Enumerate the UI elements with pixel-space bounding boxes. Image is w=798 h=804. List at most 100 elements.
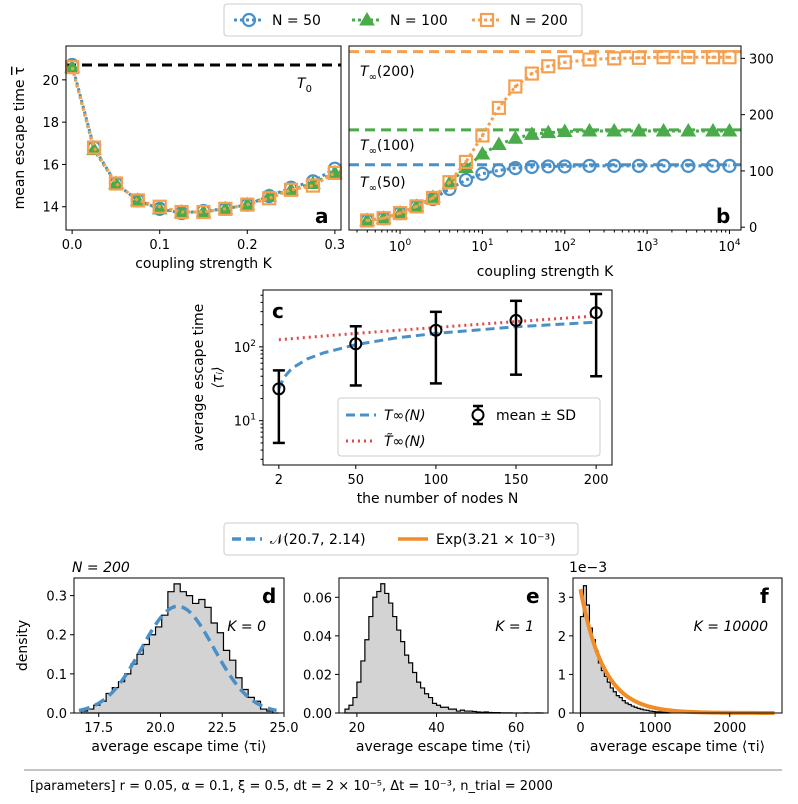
x-axis-label: average escape time ⟨τi⟩ — [91, 739, 266, 755]
data-point — [507, 130, 524, 144]
x-tick-label: 150 — [504, 473, 529, 488]
mean-point — [272, 382, 286, 396]
data-point-center — [563, 60, 567, 64]
plot-frame — [572, 577, 783, 714]
data-point-center — [637, 56, 641, 60]
y-tick-label: 0 — [558, 707, 566, 722]
x-axis-label: average escape time ⟨τi⟩ — [356, 739, 531, 755]
x-tick-label: 40 — [428, 721, 445, 736]
data-point — [491, 100, 506, 115]
parameter-annotation: K = 10000 — [694, 619, 768, 635]
data-point — [475, 128, 490, 143]
y-tick-label: 0.02 — [303, 668, 332, 683]
data-point — [655, 122, 672, 137]
data-point — [607, 158, 622, 173]
parameter-annotation: K = 0 — [227, 619, 266, 635]
data-point — [218, 201, 233, 216]
data-point — [409, 199, 424, 214]
legend-label: N = 100 — [390, 13, 448, 29]
data-point — [130, 193, 145, 208]
data-point — [240, 197, 255, 212]
normal-fit-curve — [78, 604, 277, 713]
data-point — [524, 66, 539, 81]
data-point — [541, 59, 556, 74]
data-point-center — [382, 216, 386, 220]
panel-a: T0 0.0 0.1 0.2 0.3 14 16 18 20 coupling strength … — [12, 45, 346, 272]
data-point — [508, 161, 523, 176]
data-point — [582, 52, 597, 67]
y-tick-label: 0.04 — [303, 630, 332, 645]
legend-label: 𝒩(20.7, 2.14) — [270, 532, 366, 548]
data-point — [556, 123, 573, 138]
x-tick-label: 0 — [576, 721, 584, 736]
y-tick-label: 0 — [749, 221, 757, 236]
panel-letter: b — [716, 204, 730, 228]
x-tick-label: 0.3 — [325, 238, 346, 253]
data-point — [681, 50, 696, 65]
data-point — [631, 122, 647, 137]
legend-marker-square — [479, 12, 495, 28]
data-point — [581, 122, 598, 137]
x-tick-label: 17.5 — [84, 721, 113, 736]
panel-title: N = 200 — [72, 560, 130, 576]
legend-marker-circle — [241, 12, 257, 28]
mean-point — [349, 337, 363, 351]
x-tick-label: 2 — [275, 473, 283, 488]
reference-label: T∞(100) — [360, 138, 415, 157]
parameters-footer: [parameters] r = 0.05, α = 0.1, ξ = 0.5,… — [30, 779, 553, 794]
histogram-bars — [579, 585, 671, 714]
panel-e: 20 40 60 0.00 0.02 0.04 0.06 average escape tim… — [303, 577, 549, 755]
y-tick-label: 0.06 — [303, 591, 332, 606]
data-point — [360, 213, 375, 228]
data-point — [86, 140, 102, 155]
data-point — [656, 50, 671, 65]
y-tick-label: 0.1 — [46, 668, 67, 683]
x-tick-label: 103 — [636, 238, 658, 255]
y-tick-label: 200 — [749, 109, 774, 124]
panel-letter: c — [272, 299, 284, 323]
data-point — [582, 158, 597, 173]
data-point — [458, 172, 474, 188]
legend-marker — [471, 408, 485, 422]
panel-c-legend: T∞(N) T̃∞(N) mean ± SD — [337, 397, 601, 457]
x-tick-label: 104 — [718, 238, 741, 255]
mean-point — [589, 306, 603, 320]
x-tick-label: 0.1 — [149, 238, 170, 253]
panel-d: 17.5 20.0 22.5 25.0 0.0 0.1 0.2 0.3 average esca… — [15, 560, 298, 755]
x-tick-label: 1000 — [639, 721, 672, 736]
data-point — [705, 50, 721, 65]
data-point — [174, 204, 189, 220]
curve-t-inf — [277, 320, 597, 390]
plot-frame — [262, 289, 613, 466]
x-tick-label: 102 — [554, 238, 576, 255]
data-point — [523, 126, 540, 140]
data-point-center — [530, 72, 534, 76]
panel-letter: f — [760, 584, 769, 608]
data-point-center — [587, 58, 591, 62]
data-point — [631, 50, 646, 65]
data-point — [540, 124, 557, 139]
data-point-center — [662, 55, 666, 59]
data-point — [458, 159, 474, 174]
data-point — [475, 166, 490, 181]
data-point-center — [415, 204, 419, 208]
x-tick-label: 100 — [389, 238, 412, 255]
plot-frame — [65, 45, 342, 231]
data-point — [607, 51, 622, 66]
data-point — [606, 122, 623, 137]
legend-label: N = 50 — [272, 13, 321, 29]
panel-letter: a — [315, 204, 329, 228]
x-tick-label: 50 — [348, 473, 365, 488]
y-tick-label: 20 — [42, 74, 59, 89]
x-tick-label: 0.0 — [62, 238, 83, 253]
y-multiplier: 1e−3 — [569, 560, 607, 576]
series-line — [366, 55, 730, 222]
data-point — [425, 190, 441, 206]
histogram-bars — [80, 583, 280, 714]
x-axis-label: coupling strength K — [135, 256, 272, 272]
data-point — [721, 122, 738, 137]
y-axis-label: average escape time — [191, 304, 207, 452]
data-point-center — [497, 106, 501, 110]
histogram-bars — [344, 583, 545, 714]
